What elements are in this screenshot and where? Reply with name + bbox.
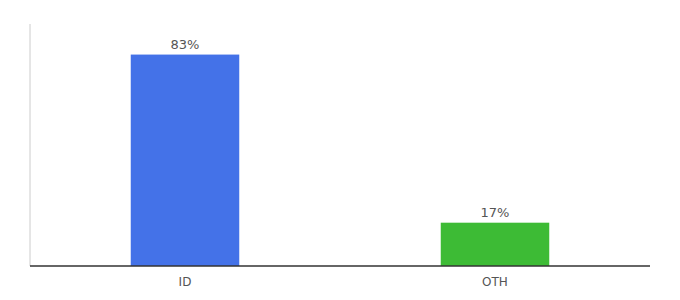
x-axis-line [30, 265, 650, 267]
data-label: 17% [481, 205, 510, 220]
chart-svg: 83% 17% ID OTH [0, 0, 680, 300]
x-tick-label: OTH [482, 275, 508, 289]
chart-container: 83% 17% ID OTH [0, 0, 680, 300]
x-tick-label: ID [179, 275, 192, 289]
bars [131, 55, 550, 266]
bar [441, 223, 550, 266]
bar [131, 55, 240, 266]
data-label: 83% [171, 37, 200, 52]
y-axis-line [30, 24, 31, 266]
